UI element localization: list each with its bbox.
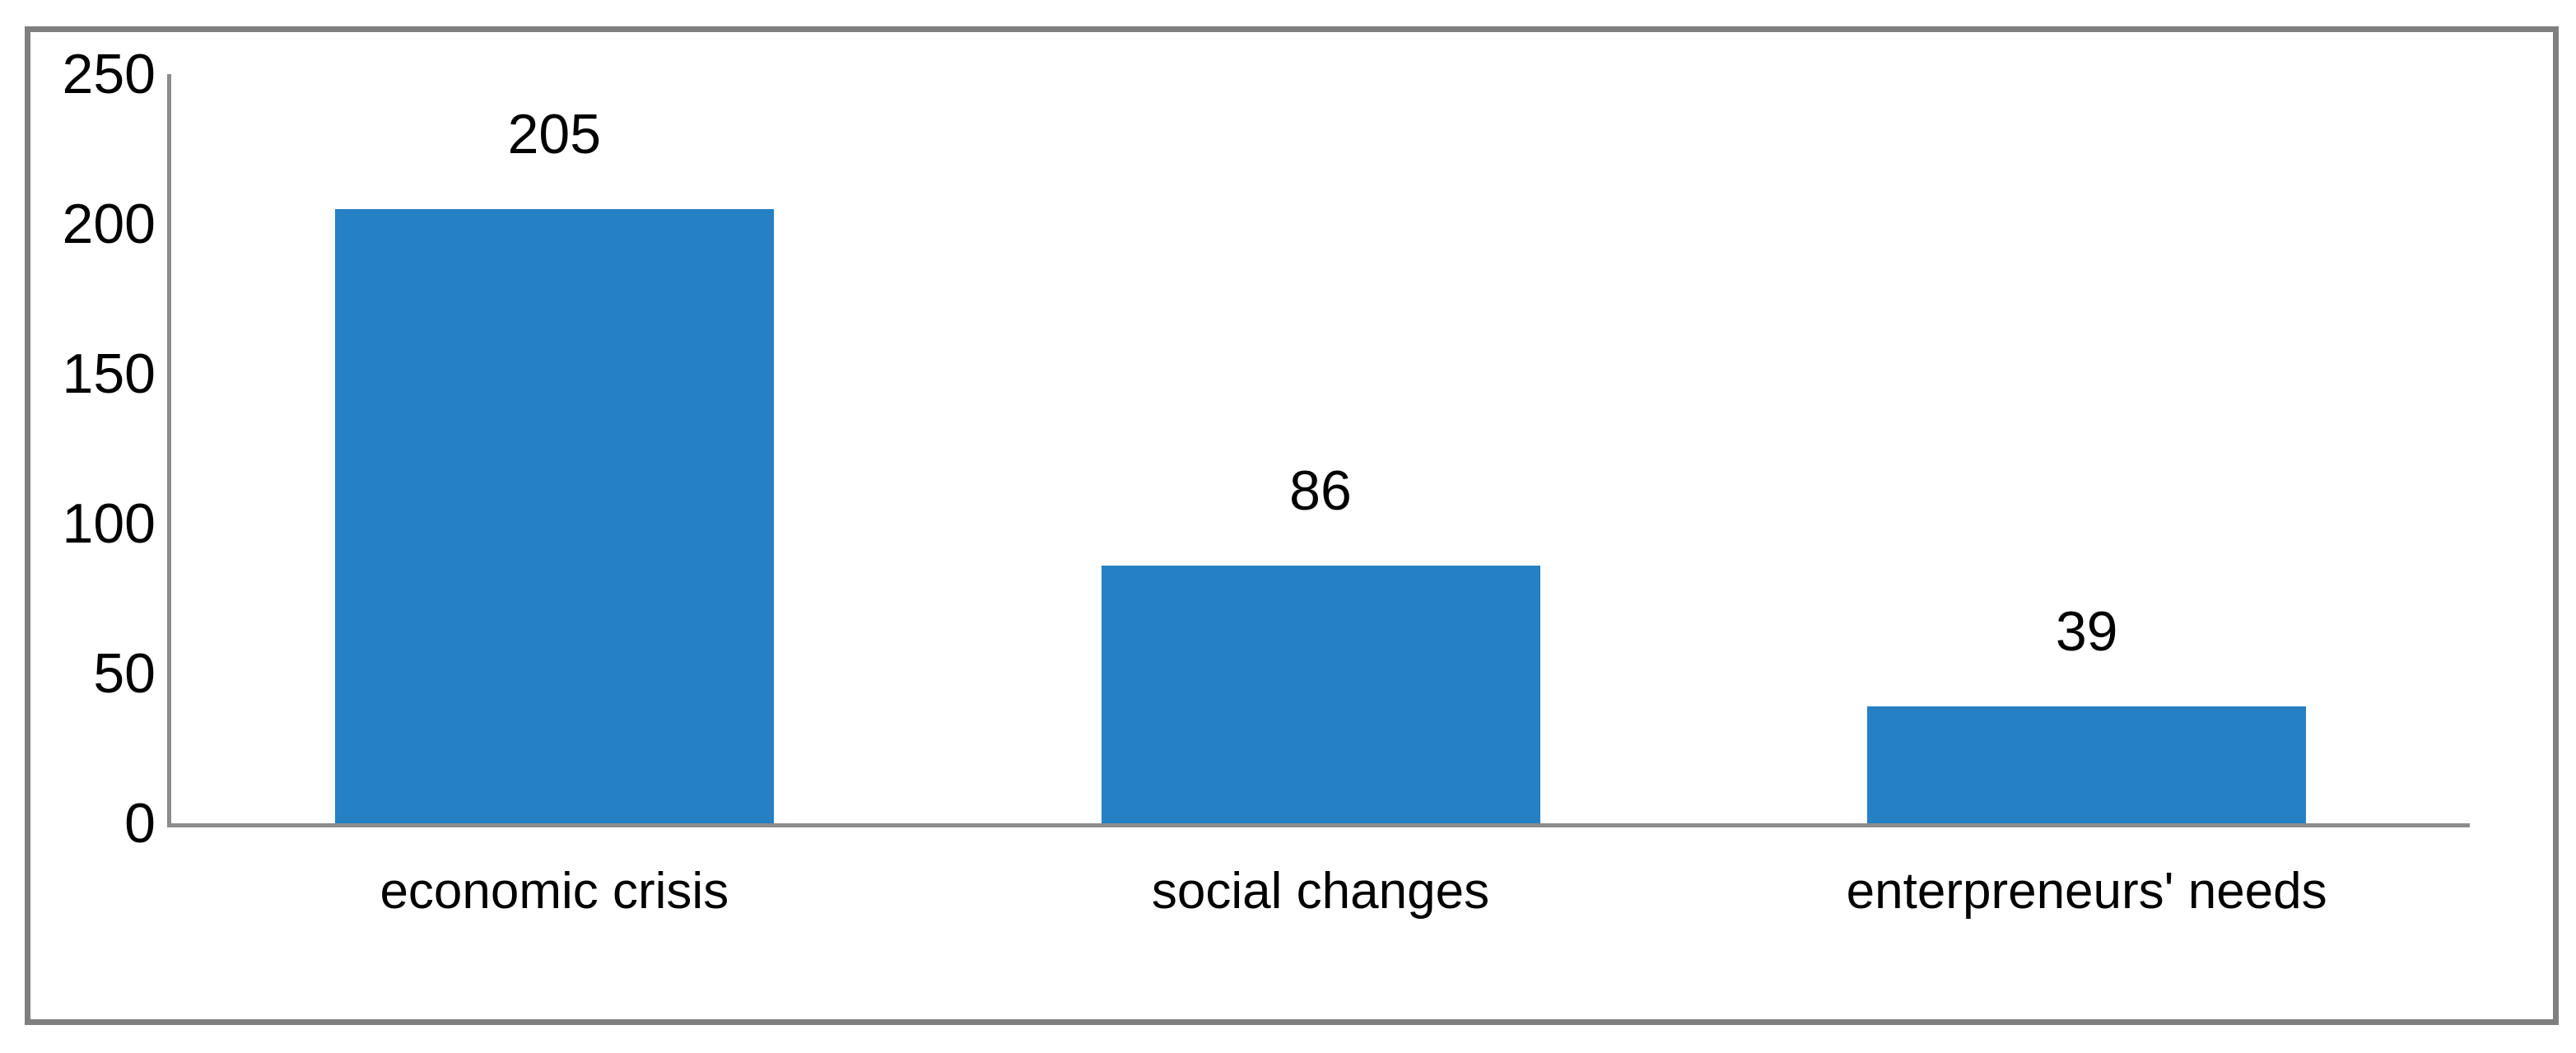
chart-figure-border: 0 50 100 150 200 250 205 86 39 economic crisis s… — [25, 26, 2559, 1025]
y-axis-tick-label: 150 — [62, 342, 156, 405]
category-label: economic crisis — [380, 863, 729, 920]
y-axis-tick-label: 250 — [62, 43, 156, 105]
category-label: enterpreneurs' needs — [1846, 863, 2327, 920]
y-axis-tick-label: 100 — [62, 492, 156, 555]
bar-value-label: 86 — [1289, 459, 1352, 522]
category-label: social changes — [1151, 863, 1490, 920]
bar-3 — [1867, 706, 2307, 823]
y-axis-line — [167, 74, 171, 827]
x-axis-line — [167, 823, 2470, 827]
y-axis-tick-label: 0 — [124, 792, 156, 855]
bar-1 — [334, 208, 774, 823]
bar-2 — [1101, 565, 1540, 823]
y-axis-tick-label: 50 — [93, 642, 156, 705]
y-axis-tick-label: 200 — [62, 193, 156, 255]
plot-area: 0 50 100 150 200 250 205 86 39 economic crisis s… — [30, 32, 2553, 1019]
bar-value-label: 39 — [2055, 600, 2118, 664]
bar-value-label: 205 — [507, 102, 602, 165]
